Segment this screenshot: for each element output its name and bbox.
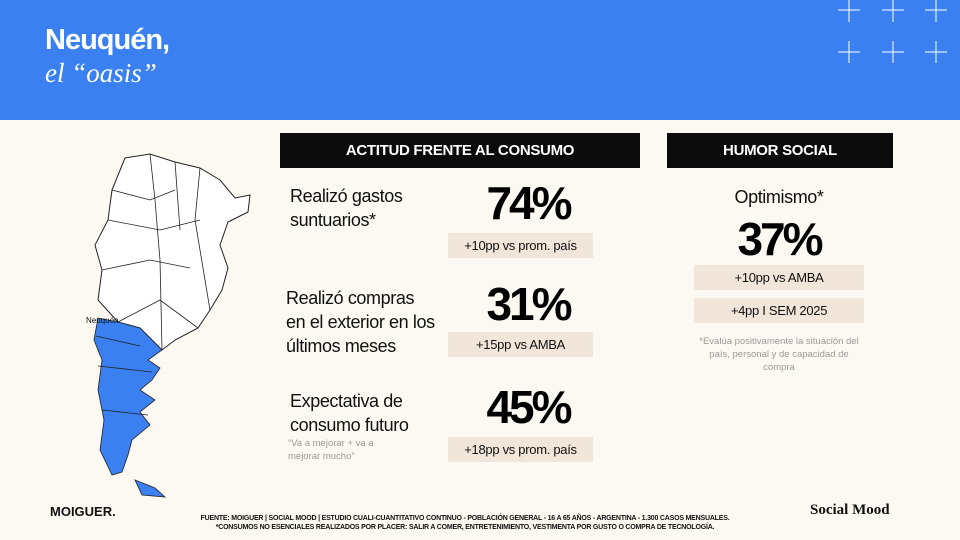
subtitle: el “oasis” <box>45 58 157 88</box>
section-heading: ACTITUD FRENTE AL CONSUMO <box>280 133 640 168</box>
row-label: Realizó gastos suntuarios* <box>290 186 403 230</box>
humor-value: 37% <box>737 213 823 265</box>
section-heading: HUMOR SOCIAL <box>667 133 893 168</box>
decor-crosses <box>838 0 947 63</box>
humor-note: *Evalúa positivamente la situación del p… <box>699 336 859 373</box>
source: FUENTE: MOIGUER | SOCIAL MOOD | ESTUDIO … <box>200 515 730 522</box>
row-label: Realizó compras en el exterior en los úl… <box>286 288 435 356</box>
row-label: Expectativa de consumo futuro <box>290 391 409 435</box>
humor-label: Optimismo* <box>734 187 824 207</box>
row-badge: +18pp vs prom. país <box>448 437 593 462</box>
logo: Social Mood <box>810 502 890 518</box>
humor-badge: +4pp I SEM 2025 <box>694 298 864 323</box>
row-value: 74% <box>486 177 572 229</box>
row-badge: +15pp vs AMBA <box>448 332 593 357</box>
footnote: *CONSUMOS NO ESENCIALES REALIZADOS POR P… <box>215 524 715 531</box>
humor-badge: +10pp vs AMBA <box>694 265 864 290</box>
row-value: 45% <box>486 381 572 433</box>
title: Neuquén, <box>45 24 170 56</box>
row-note: “Va a mejorar + va a mejorar mucho” <box>288 438 374 462</box>
row-value: 31% <box>486 278 572 330</box>
map-label: Neuquén <box>86 316 118 325</box>
header-band <box>0 0 960 120</box>
argentina-map: Neuquén <box>86 153 251 498</box>
brand: MOIGUER. <box>50 504 116 519</box>
row-badge: +10pp vs prom. país <box>448 233 593 258</box>
